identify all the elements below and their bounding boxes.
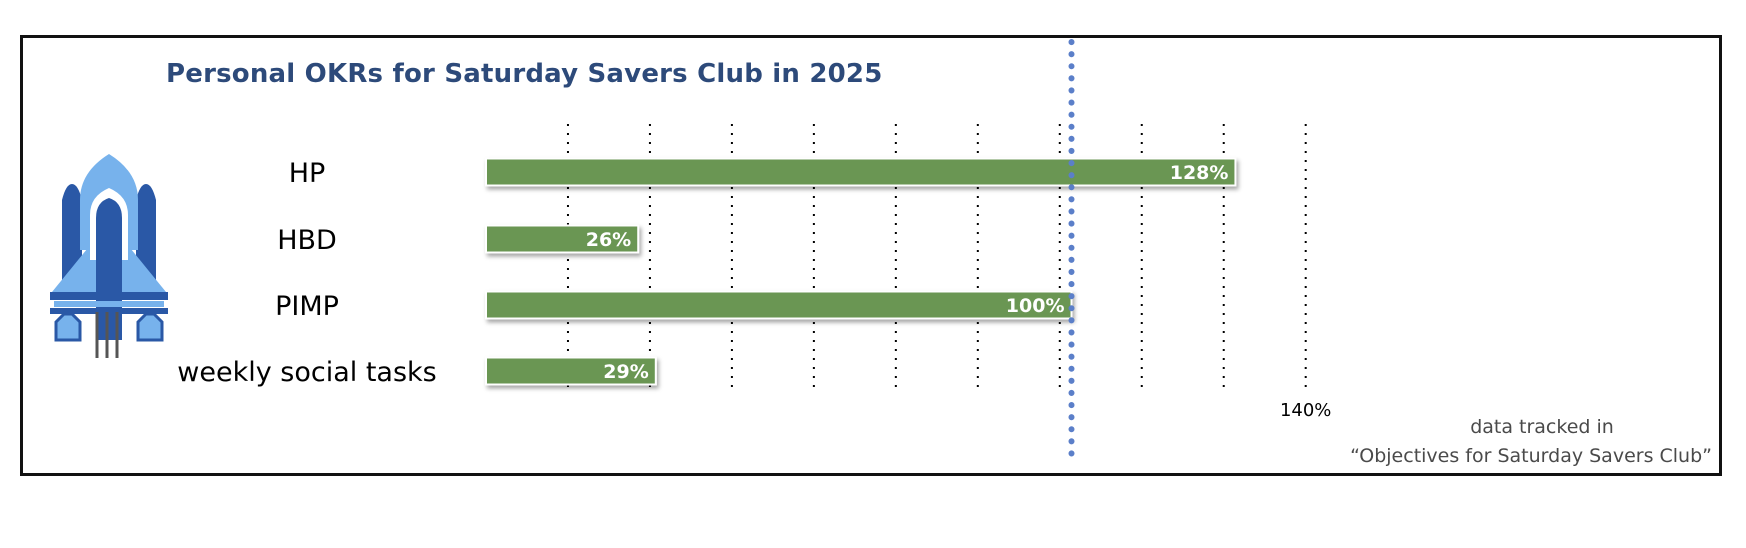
data-source-note: data tracked in “Objectives for Saturday…: [1212, 413, 1712, 471]
rocket-icon: [50, 154, 168, 358]
chart-frame: [20, 35, 1722, 476]
category-label: HBD: [277, 225, 337, 256]
category-label: PIMP: [275, 291, 339, 322]
data-source-note-line2: “Objectives for Saturday Savers Club”: [1350, 445, 1712, 467]
category-label: HP: [289, 158, 326, 189]
value-label: 29%: [603, 361, 648, 383]
bar: [485, 290, 1073, 320]
bar: [485, 356, 657, 386]
bar: [485, 157, 1237, 187]
category-label: weekly social tasks: [177, 357, 436, 388]
bar: [485, 224, 640, 254]
value-label: 100%: [1006, 295, 1065, 317]
axis-tick-label: 140%: [1280, 400, 1331, 421]
data-source-note-line1: data tracked in: [1470, 416, 1614, 438]
value-label: 26%: [586, 229, 631, 251]
value-label: 128%: [1170, 162, 1229, 184]
chart-title: Personal OKRs for Saturday Savers Club i…: [166, 59, 883, 89]
